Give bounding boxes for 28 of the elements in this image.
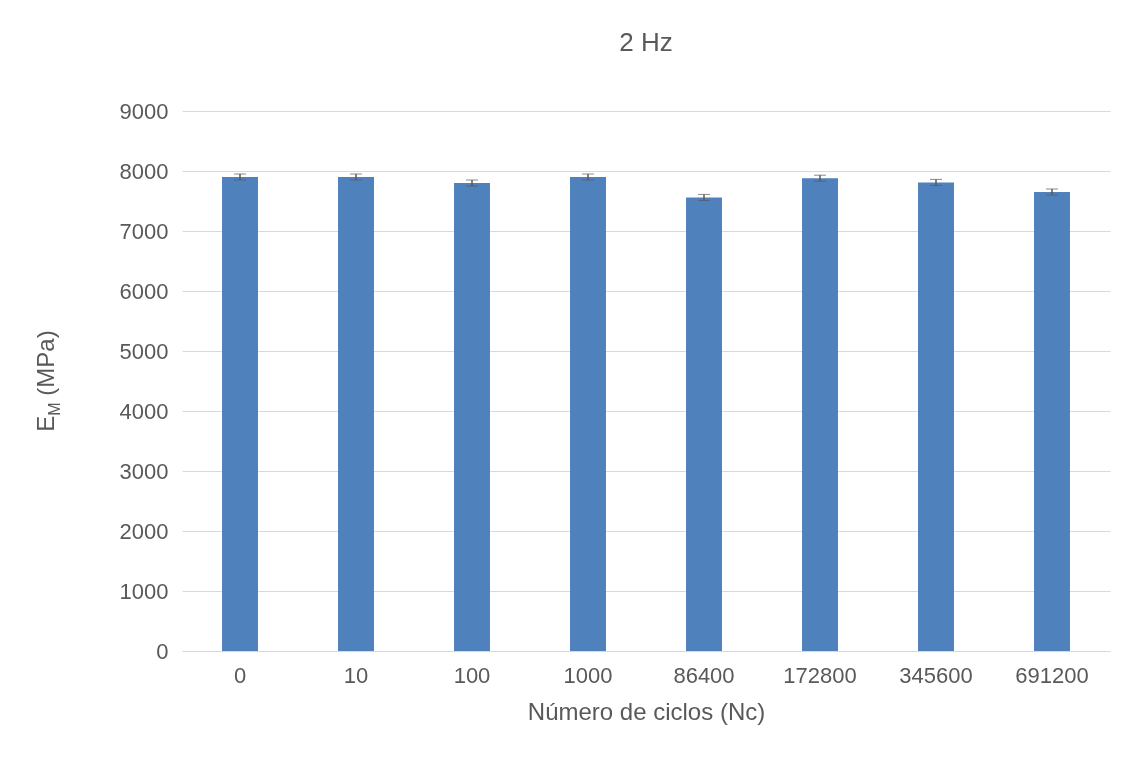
bar [802, 178, 838, 651]
y-tick-label: 3000 [119, 458, 169, 484]
y-tick-label: 5000 [119, 338, 169, 364]
y-tick-label: 0 [156, 638, 169, 664]
bar [338, 177, 374, 651]
bar [570, 177, 606, 651]
y-tick-label: 1000 [119, 578, 169, 604]
x-tick-label: 0 [233, 662, 247, 688]
x-tick-label: 345600 [899, 662, 973, 688]
bar [1034, 192, 1070, 651]
y-tick-label: 9000 [119, 98, 169, 124]
x-tick-label: 100 [453, 662, 491, 688]
bar [454, 183, 490, 651]
x-tick-label: 691200 [1015, 662, 1089, 688]
bar [222, 177, 258, 651]
x-tick-label: 86400 [673, 662, 735, 688]
bar [918, 182, 954, 651]
x-tick-label: 1000 [563, 662, 613, 688]
y-tick-label: 7000 [119, 218, 169, 244]
chart-title: 2 Hz [619, 27, 673, 57]
y-tick-label: 8000 [119, 158, 169, 184]
y-tick-label: 2000 [119, 518, 169, 544]
y-tick-label: 6000 [119, 278, 169, 304]
y-tick-label: 4000 [119, 398, 169, 424]
bar [686, 197, 722, 651]
x-axis-title: Número de ciclos (Nc) [527, 697, 766, 725]
x-tick-label: 172800 [783, 662, 857, 688]
x-tick-label: 10 [343, 662, 369, 688]
